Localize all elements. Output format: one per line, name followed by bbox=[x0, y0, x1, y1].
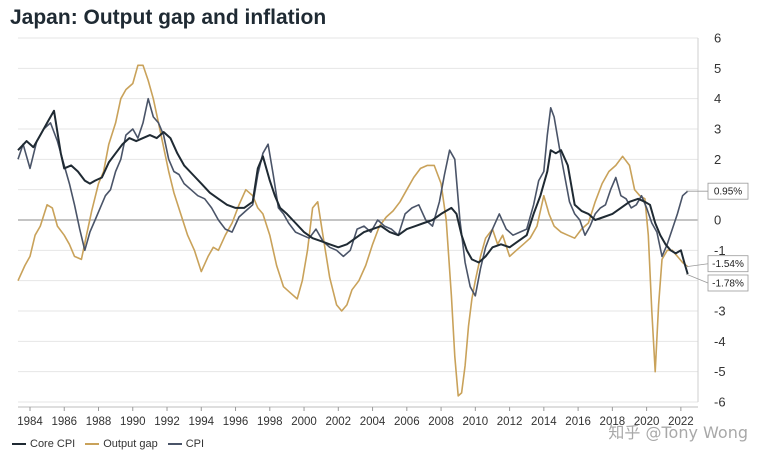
x-tick-label: 1984 bbox=[17, 416, 43, 428]
y-tick-label: 3 bbox=[714, 122, 721, 137]
y-tick-label: 5 bbox=[714, 61, 721, 76]
x-tick-label: 2016 bbox=[565, 416, 591, 428]
x-tick-label: 2018 bbox=[600, 416, 626, 428]
callout-label: 0.95% bbox=[714, 187, 742, 198]
series-line-cpi bbox=[17, 97, 689, 297]
y-tick-label: -3 bbox=[714, 304, 726, 319]
callout-label: -1.78% bbox=[712, 278, 744, 289]
legend-swatch-core-cpi bbox=[12, 443, 26, 445]
y-tick-label: 2 bbox=[714, 152, 721, 167]
y-tick-label: -6 bbox=[714, 395, 726, 410]
x-tick-label: 1986 bbox=[51, 416, 77, 428]
x-tick-label: 1990 bbox=[120, 416, 146, 428]
callout-box bbox=[707, 255, 749, 273]
x-tick-label: 2008 bbox=[428, 416, 454, 428]
legend-item-output-gap: Output gap bbox=[85, 438, 158, 450]
x-tick-label: 2022 bbox=[668, 416, 694, 428]
callout-leader bbox=[685, 273, 709, 284]
chart-title: Japan: Output gap and inflation bbox=[10, 6, 327, 29]
legend-swatch-cpi bbox=[167, 443, 182, 445]
legend-item-cpi: CPI bbox=[167, 438, 205, 450]
y-tick-label: 0 bbox=[714, 213, 721, 228]
x-tick-label: 2004 bbox=[360, 416, 386, 428]
callout-box bbox=[707, 182, 749, 200]
legend-swatch-output-gap bbox=[85, 443, 100, 445]
callout-box bbox=[707, 274, 749, 292]
x-tick-label: 2000 bbox=[291, 416, 317, 428]
y-tick-label: -1 bbox=[714, 243, 726, 258]
series-line-core-cpi bbox=[17, 109, 689, 275]
callout-label: -1.54% bbox=[712, 259, 744, 270]
legend-label-cpi: CPI bbox=[185, 438, 205, 450]
legend-label-core-cpi: Core CPI bbox=[30, 438, 76, 450]
x-tick-label: 2020 bbox=[634, 416, 660, 428]
x-tick-label: 2006 bbox=[394, 416, 420, 428]
x-tick-label: 1994 bbox=[188, 416, 214, 428]
legend-label-output-gap: Output gap bbox=[103, 438, 158, 450]
series-line-output-gap bbox=[17, 64, 689, 397]
callout-leader bbox=[685, 263, 709, 268]
x-tick-label: 1998 bbox=[257, 416, 283, 428]
watermark: 知乎 @Tony Wong bbox=[608, 423, 748, 442]
x-tick-label: 2014 bbox=[531, 416, 557, 428]
y-tick-label: -5 bbox=[714, 364, 726, 379]
legend-item-core-cpi: Core CPI bbox=[12, 438, 75, 450]
y-tick-label: 4 bbox=[714, 91, 721, 106]
x-tick-label: 1988 bbox=[86, 416, 112, 428]
chart-legend: Core CPI Output gap CPI bbox=[12, 438, 204, 450]
x-tick-label: 2010 bbox=[463, 416, 489, 428]
x-tick-label: 1992 bbox=[154, 416, 180, 428]
y-tick-label: -4 bbox=[714, 334, 726, 349]
x-tick-label: 2002 bbox=[326, 416, 352, 428]
x-tick-label: 1996 bbox=[223, 416, 249, 428]
x-tick-label: 2012 bbox=[497, 416, 523, 428]
y-tick-label: 6 bbox=[714, 31, 721, 46]
